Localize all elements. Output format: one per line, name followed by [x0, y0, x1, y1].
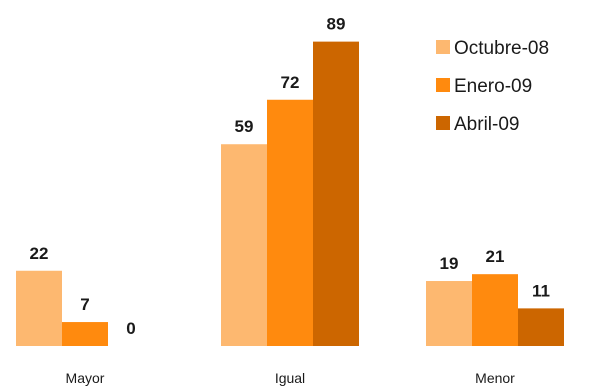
bar-menor-abril-09	[518, 308, 564, 346]
bar-mayor-enero-09	[62, 322, 108, 346]
value-label-menor-abril-09: 11	[532, 281, 550, 300]
legend-swatch-abril-09	[436, 116, 450, 130]
legend-label-enero-09: Enero-09	[454, 76, 532, 97]
value-label-igual-abril-09: 89	[327, 15, 346, 34]
bar-menor-enero-09	[472, 274, 518, 346]
category-labels-group: Mayor Igual Menor	[66, 370, 516, 386]
value-label-menor-enero-09: 21	[486, 247, 505, 266]
legend-swatch-octubre-08	[436, 40, 450, 54]
category-label-menor: Menor	[475, 370, 515, 386]
legend-swatch-enero-09	[436, 78, 450, 92]
bar-igual-abril-09	[313, 42, 359, 346]
legend-label-octubre-08: Octubre-08	[454, 38, 549, 59]
legend-label-abril-09: Abril-09	[454, 114, 519, 135]
legend: Octubre-08 Enero-09 Abril-09	[436, 38, 549, 135]
value-label-mayor-enero-09: 7	[80, 295, 89, 314]
bar-menor-octubre-08	[426, 281, 472, 346]
value-label-mayor-abril-09: 0	[126, 319, 135, 338]
bar-mayor-octubre-08	[16, 271, 62, 346]
value-label-menor-octubre-08: 19	[440, 254, 459, 273]
value-label-igual-octubre-08: 59	[235, 117, 254, 136]
value-label-igual-enero-09: 72	[281, 73, 300, 92]
category-label-igual: Igual	[275, 370, 305, 386]
value-label-mayor-octubre-08: 22	[30, 244, 49, 263]
bar-igual-octubre-08	[221, 144, 267, 346]
bar-igual-enero-09	[267, 100, 313, 346]
category-label-mayor: Mayor	[66, 370, 105, 386]
